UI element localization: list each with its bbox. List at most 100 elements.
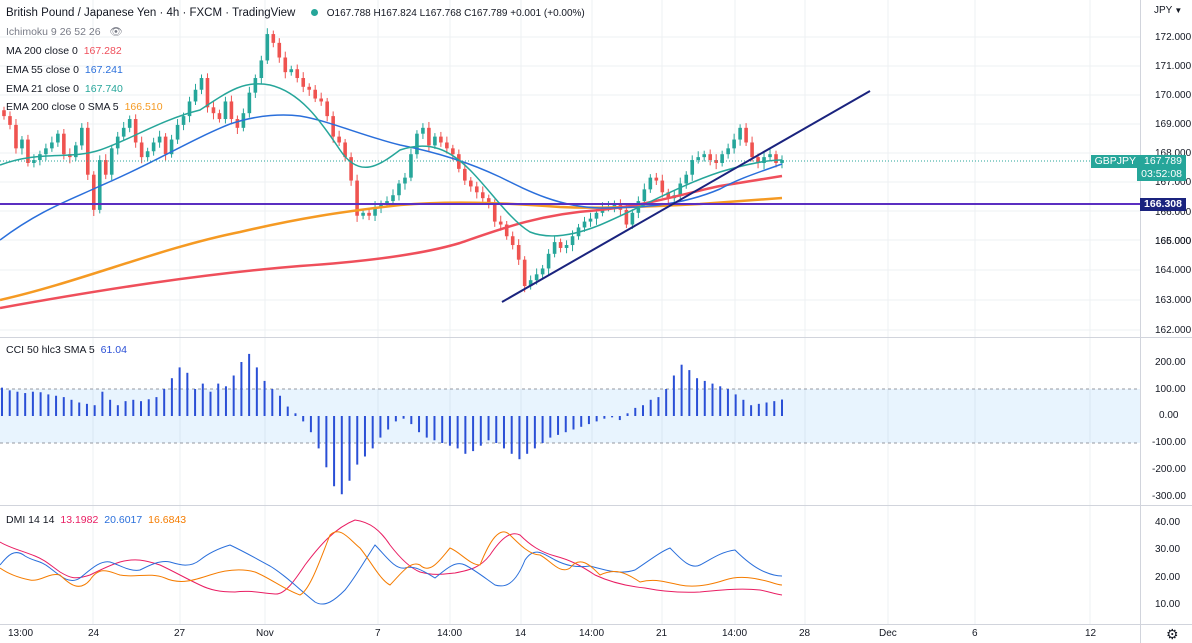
- price-tick: 166.000: [1155, 236, 1192, 247]
- candle-body: [295, 69, 300, 79]
- candle-body: [516, 245, 521, 260]
- chart-title-row: British Pound / Japanese Yen · 4h · FXCM…: [6, 7, 585, 20]
- candle-body: [486, 198, 491, 205]
- candle-body: [373, 206, 377, 216]
- candle-body: [558, 242, 563, 248]
- candle-body: [271, 34, 276, 43]
- price-tick: 162.000: [1155, 325, 1192, 336]
- ma200-legend[interactable]: MA 200 close 0 167.282: [6, 45, 122, 57]
- time-tick: 14:00: [437, 628, 463, 639]
- cci-legend[interactable]: CCI 50 hlc3 SMA 5 61.04: [6, 344, 127, 356]
- cci-axis[interactable]: 200.00 100.00 0.00 -100.00 -200.00 -300.…: [1141, 338, 1192, 505]
- ema55-legend[interactable]: EMA 55 close 0 167.241: [6, 64, 123, 76]
- candle-body: [690, 160, 695, 175]
- dmi-minus-line: [0, 531, 783, 596]
- cci-value: 61.04: [100, 344, 127, 356]
- settings-gear-icon[interactable]: ⚙: [1166, 626, 1179, 642]
- dmi-legend[interactable]: DMI 14 14 13.1982 20.6017 16.6843: [6, 514, 186, 526]
- dmi-value-3: 16.6843: [148, 514, 187, 526]
- candle-body: [780, 160, 784, 163]
- cci-tick: 0.00: [1159, 410, 1179, 421]
- candle-body: [319, 98, 323, 102]
- candle-body: [588, 218, 593, 222]
- ema21-label: EMA 21 close 0: [6, 83, 79, 95]
- cci-tick: 100.00: [1155, 384, 1186, 395]
- dmi-tick: 40.00: [1155, 517, 1181, 528]
- ichimoku-legend[interactable]: Ichimoku 9 26 52 26 👁︎: [6, 26, 123, 38]
- time-tick: 12: [1085, 628, 1097, 639]
- candle-body: [564, 245, 569, 248]
- price-tick: 171.000: [1155, 61, 1192, 72]
- dmi-tick: 10.00: [1155, 599, 1181, 610]
- candle-body: [247, 92, 252, 114]
- candle-body: [205, 78, 210, 108]
- cci-tick: -300.00: [1152, 491, 1186, 502]
- time-tick: 21: [656, 628, 668, 639]
- candle-body: [732, 139, 736, 149]
- time-axis[interactable]: 13:00 24 27 Nov 7 14:00 14 14:00 21 14:0…: [0, 625, 1140, 643]
- ema21-legend[interactable]: EMA 21 close 0 167.740: [6, 83, 123, 95]
- candle-body: [313, 89, 317, 99]
- ema200-legend[interactable]: EMA 200 close 0 SMA 5 166.510: [6, 101, 163, 113]
- candle-body: [469, 180, 473, 187]
- candle-body: [624, 209, 629, 225]
- chart-title: British Pound / Japanese Yen · 4h · FXCM…: [6, 7, 296, 19]
- candle-body: [229, 101, 234, 120]
- ma200-label: MA 200 close 0: [6, 45, 78, 57]
- price-tick: 165.000: [1155, 236, 1192, 247]
- candle-body: [510, 236, 515, 246]
- symbol-tag: GBPJPY: [1090, 155, 1140, 168]
- candle-body: [157, 136, 162, 143]
- currency-label[interactable]: JPY ▼: [1154, 5, 1183, 16]
- eye-hidden-icon[interactable]: 👁︎: [109, 26, 123, 38]
- candle-body: [32, 160, 36, 163]
- time-tick: 7: [375, 628, 381, 639]
- price-axis[interactable]: 172.000 171.000 170.000 169.000 168.000 …: [1141, 0, 1192, 337]
- candle-body: [474, 186, 479, 193]
- candle-body: [582, 221, 587, 228]
- candle-body: [44, 148, 48, 155]
- time-tick: 27: [174, 628, 186, 639]
- candle-body: [26, 139, 30, 163]
- candle-body: [678, 183, 683, 196]
- price-tick: 169.000: [1155, 119, 1192, 130]
- candle-body: [463, 168, 467, 181]
- candle-body: [648, 177, 653, 190]
- candle-body: [708, 154, 712, 161]
- ema55-value: 167.241: [84, 64, 123, 76]
- cci-tick: -200.00: [1152, 464, 1186, 475]
- dmi-plus-line: [0, 544, 783, 605]
- candle-body: [451, 148, 455, 155]
- candle-body: [367, 212, 371, 216]
- cci-tick: 200.00: [1155, 357, 1186, 368]
- candle-body: [762, 157, 766, 163]
- candle-body: [91, 174, 96, 210]
- candle-body: [492, 204, 497, 222]
- dmi-value-1: 13.1982: [60, 514, 99, 526]
- candle-body: [750, 142, 754, 158]
- ema200-value: 166.510: [124, 101, 163, 113]
- dmi-adx-line: [0, 519, 783, 596]
- dmi-value-2: 20.6017: [104, 514, 143, 526]
- dmi-tick: 30.00: [1155, 544, 1181, 555]
- candle-body: [133, 119, 138, 143]
- cci-band: [0, 389, 1140, 443]
- candle-body: [630, 212, 635, 225]
- price-tick: 172.000: [1155, 32, 1192, 43]
- candle-body: [259, 60, 264, 79]
- time-tick: Nov: [256, 628, 274, 639]
- time-tick: Dec: [879, 628, 897, 639]
- candle-body: [415, 133, 419, 155]
- ascending-trendline: [501, 90, 871, 303]
- candle-body: [744, 127, 748, 143]
- dmi-axis[interactable]: 40.00 30.00 20.00 10.00: [1141, 506, 1192, 624]
- candle-body: [62, 133, 66, 155]
- candle-body: [20, 139, 24, 149]
- ma200-value: 167.282: [83, 45, 122, 57]
- dmi-label: DMI 14 14: [6, 514, 55, 526]
- candle-body: [684, 174, 689, 184]
- candle-body: [379, 204, 383, 207]
- cci-label: CCI 50 hlc3 SMA 5: [6, 344, 95, 356]
